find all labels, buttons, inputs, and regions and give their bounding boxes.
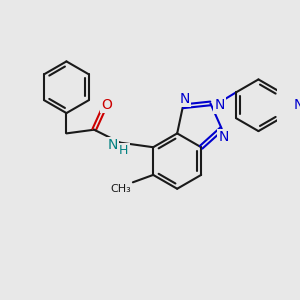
Text: N: N (180, 92, 190, 106)
Text: N: N (218, 130, 229, 144)
Text: N: N (294, 98, 300, 112)
Text: N: N (214, 98, 225, 112)
Text: N: N (107, 138, 118, 152)
Text: CH₃: CH₃ (110, 184, 131, 194)
Text: O: O (102, 98, 112, 112)
Text: H: H (119, 144, 128, 158)
